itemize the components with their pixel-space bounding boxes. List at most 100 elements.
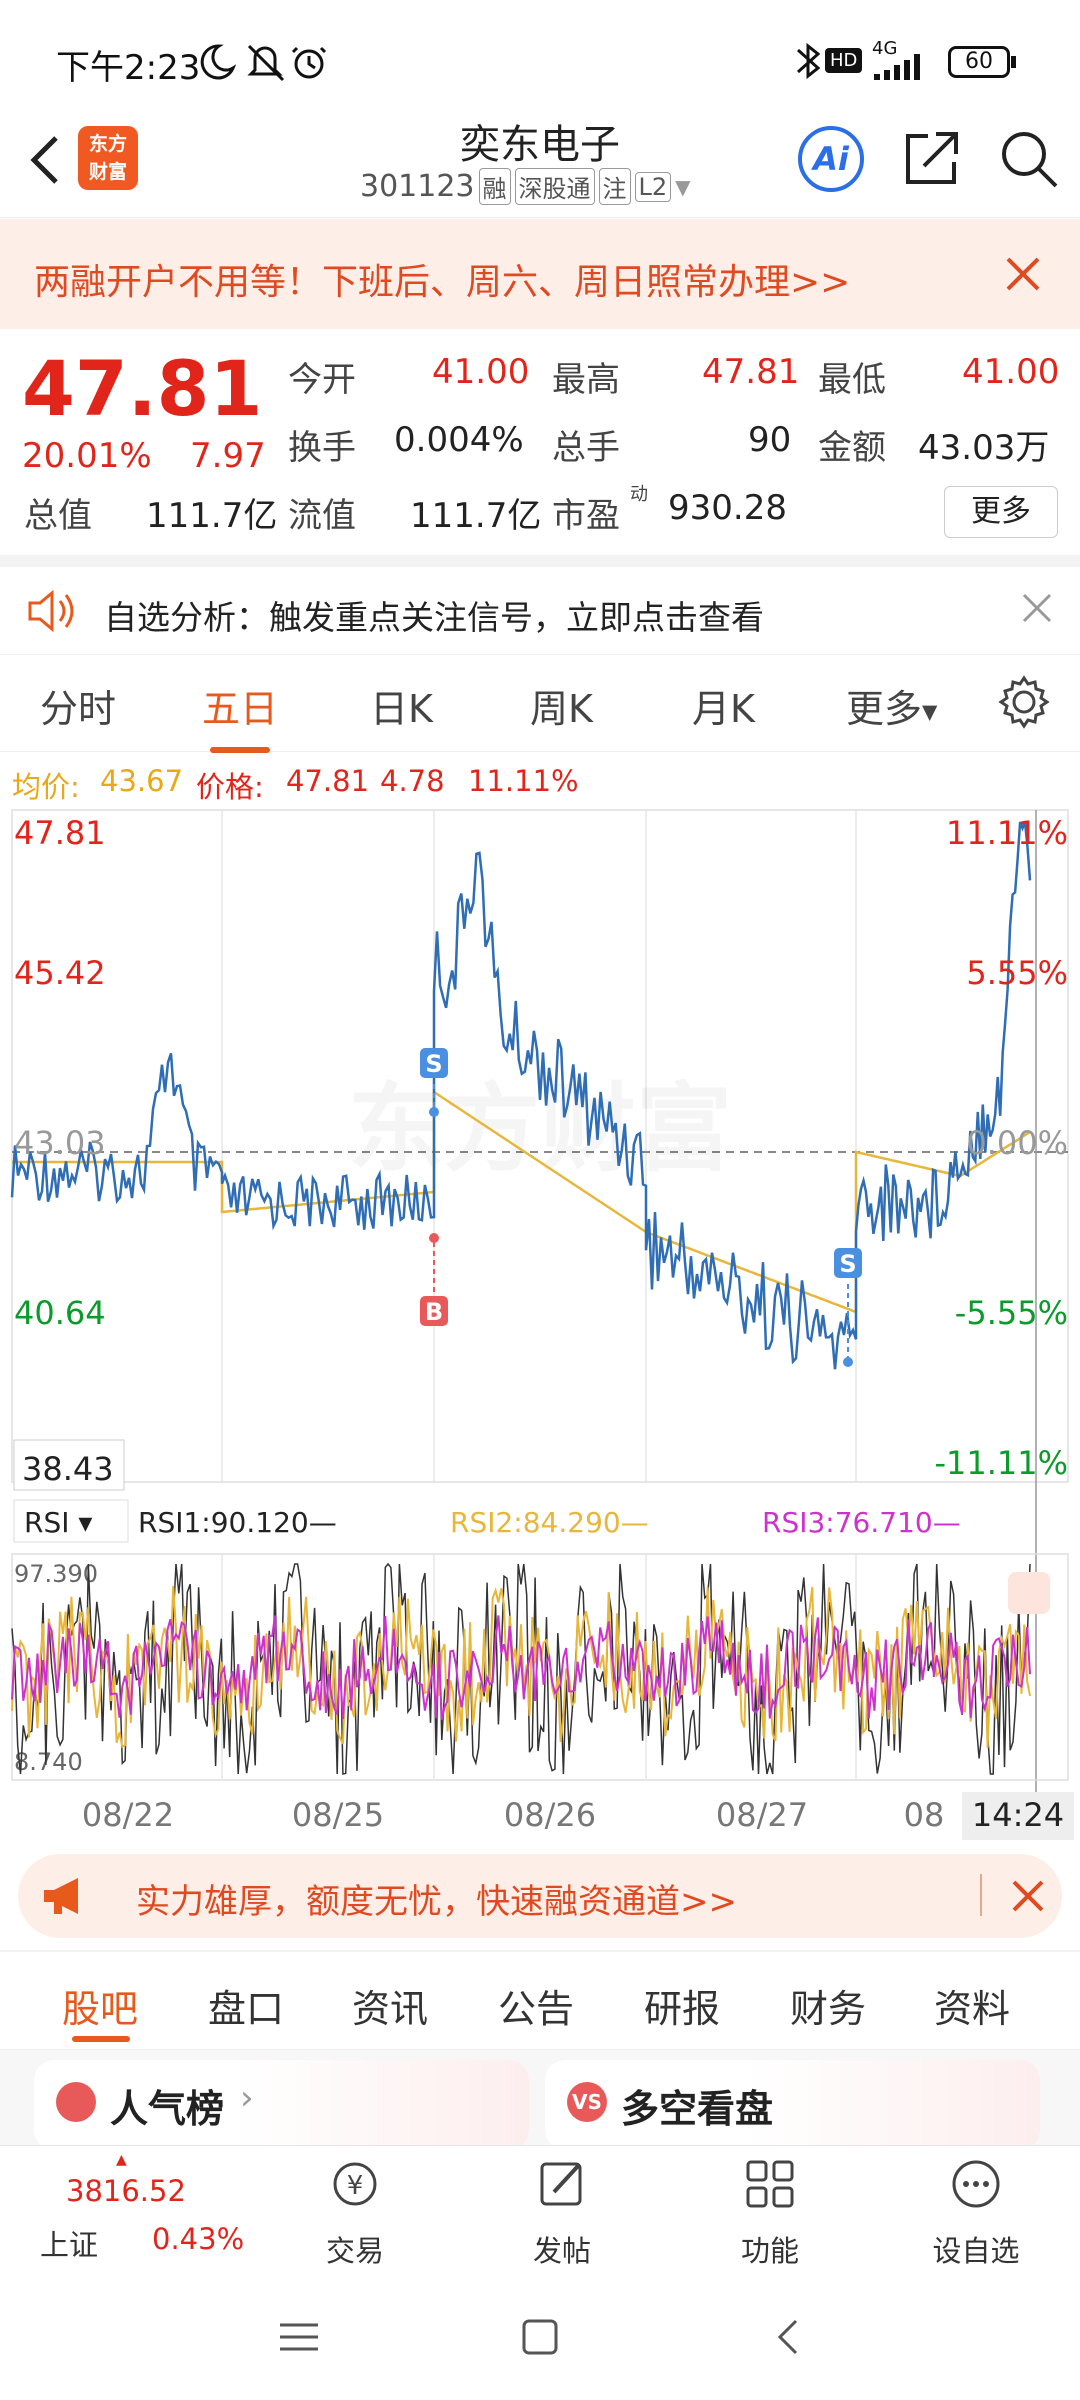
feature-cards: 人气榜 › VS 多空看盘 [0,2050,1080,2150]
market-cap-value: 111.7亿 [146,496,278,536]
tab-daily-k[interactable]: 日K [370,687,433,731]
status-time: 下午2:23 [56,48,201,88]
back-arrow-icon[interactable] [20,130,70,190]
trade-markers: S B S [420,1048,862,1367]
change-percent: 20.01% [22,436,152,476]
y-label-left-3: 40.64 [14,1294,106,1332]
volume-label: 总手 [552,428,620,468]
price-change: 4.78 [380,764,445,798]
tab-profile[interactable]: 资料 [934,1987,1011,2031]
amount-label: 金额 [818,428,886,468]
rsi3-legend: RSI3:76.710— [762,1506,961,1539]
y-label-right-4: -11.11% [934,1444,1068,1482]
marker-label-0: S [425,1050,442,1078]
system-navigation [0,2273,1080,2400]
float-cap-label: 流值 [288,496,356,536]
bluetooth-icon [796,42,821,80]
chart-canvas[interactable]: 东方财富 SBS 47.8145.4243.0340.6438.4311.11%… [0,802,1080,1842]
tab-announcements[interactable]: 公告 [498,1987,575,2031]
dropdown-caret-icon: ▼ [675,174,691,199]
network-type: 4G [872,38,898,59]
financing-promo[interactable]: 实力雄厚，额度无忧，快速融资通道>> [18,1854,1062,1938]
marker-dot-0 [429,1107,439,1117]
marker-label-1: B [425,1298,443,1326]
close-icon[interactable] [1002,253,1046,297]
bottom-nav: ▲ 3816.52 上证 0.43% ¥ 交易 发帖 功能 设自选 [0,2145,1080,2273]
banner-text: 两融开户不用等！下班后、周六、周日照常办理>> [34,262,851,303]
ai-assistant-button[interactable]: Ai [798,126,864,192]
popularity-card[interactable]: 人气榜 › [34,2060,529,2150]
nav-post[interactable]: 发帖 [492,2146,632,2274]
tab-news[interactable]: 资讯 [352,1987,429,2031]
change-amount: 7.97 [190,436,266,476]
hd-badge: HD [825,48,863,73]
avg-price-value: 43.67 [100,764,184,798]
bull-bear-label: 多空看盘 [621,2087,774,2131]
rsi1-legend: RSI1:90.120— [138,1506,337,1539]
turnover-label: 换手 [288,428,356,468]
bell-off-icon [247,44,285,82]
status-bar: 下午2:23 HD 4G 60 [0,0,1080,110]
tag-margin: 融 [478,168,511,205]
close-icon[interactable] [1008,1876,1048,1916]
tab-more[interactable]: 更多▼ [846,687,938,731]
pe-value: 930.28 [668,488,787,528]
tab-forum[interactable]: 股吧 [62,1987,139,2031]
share-icon[interactable] [900,126,966,192]
avg-price-label: 均价: [12,770,80,804]
tab-research[interactable]: 研报 [644,1987,721,2031]
turnover-value: 0.004% [394,420,524,460]
rsi-select-label: RSI ▾ [24,1506,92,1539]
high-value: 47.81 [702,352,800,392]
index-pct: 0.43% [152,2222,245,2256]
status-icons [200,44,327,82]
stock-code-row: 301123 融 深股通 注 L2 ▼ [360,168,691,205]
price-pct: 11.11% [468,764,579,798]
tag-connect: 深股通 [514,168,595,205]
time-axis-box [962,1792,1074,1840]
chart-grid [11,809,1069,1822]
volume-value: 90 [748,420,792,460]
rsi-frame [11,1553,1069,1781]
rsi2-legend: RSI2:84.290— [450,1506,649,1539]
marker-badge-2 [834,1248,862,1278]
rsi-max-label: 97.390 [14,1560,98,1588]
open-label: 今开 [288,360,356,400]
x-axis-labels: 08/22 08/25 08/26 08/27 08 14:24 [82,1792,1074,1840]
app-logo: 东方 财富 [78,126,138,190]
rsi-selector [13,1499,129,1543]
menu-icon[interactable] [276,2317,322,2357]
home-icon[interactable] [518,2315,562,2359]
nav-add-watchlist[interactable]: 设自选 [906,2146,1046,2274]
nav-functions[interactable]: 功能 [700,2146,840,2274]
more-dots-icon [952,2160,1000,2208]
edit-icon [540,2162,582,2206]
price-label: 价格: [196,770,264,804]
bull-bear-card[interactable]: VS 多空看盘 [545,2060,1040,2150]
tab-financials[interactable]: 财务 [790,1987,867,2031]
pe-label: 市盈 [552,496,620,536]
rsi-panel: RSI ▾ RSI1:90.120— RSI2:84.290— RSI3:76.710… [11,1499,1069,1781]
low-label: 最低 [818,360,886,400]
tab-five-day[interactable]: 五日 [202,678,278,753]
y-label-left-0: 47.81 [14,814,106,852]
margin-account-banner[interactable]: 两融开户不用等！下班后、周六、周日照常办理>> [0,219,1080,329]
rsi3-line [11,1615,1031,1721]
close-icon[interactable] [1020,591,1056,627]
tab-intraday[interactable]: 分时 [40,687,117,731]
signal-icon [874,54,920,80]
nav-trade[interactable]: ¥ 交易 [285,2146,425,2274]
search-icon[interactable] [996,126,1062,192]
more-button[interactable]: 更多 [944,486,1058,538]
x-label-4: 08 [904,1796,945,1834]
tab-orderbook[interactable]: 盘口 [208,1987,285,2031]
settings-gear-icon[interactable] [996,674,1052,730]
index-ticker[interactable]: ▲ 3816.52 上证 0.43% [40,2152,245,2262]
back-icon[interactable] [768,2315,812,2359]
tab-weekly-k[interactable]: 周K [530,687,593,731]
index-value: 3816.52 [66,2174,186,2208]
grid-apps-icon [746,2160,794,2208]
watchlist-notice[interactable]: 自选分析：触发重点关注信号，立即点击查看 [0,567,1080,655]
tab-monthly-k[interactable]: 月K [692,687,755,731]
